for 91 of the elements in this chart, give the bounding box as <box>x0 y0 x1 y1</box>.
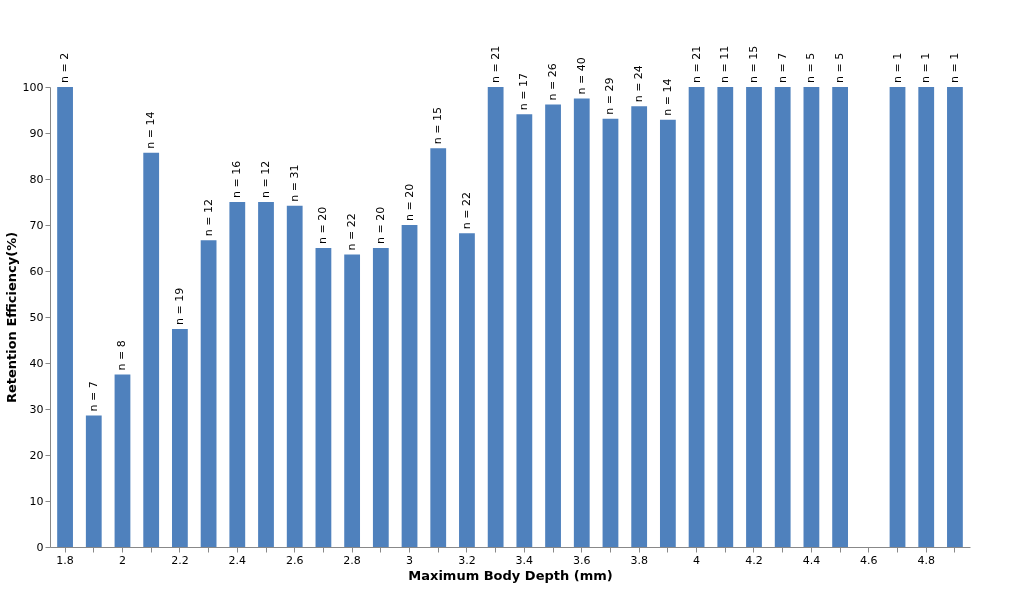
bar <box>344 254 361 547</box>
bar <box>286 205 303 547</box>
bar <box>57 87 73 547</box>
annotation: n = 1 <box>947 52 961 83</box>
bar <box>774 87 791 547</box>
bar <box>172 328 188 547</box>
bar <box>143 152 160 547</box>
annotation: n = 22 <box>345 213 359 251</box>
annotation: n = 29 <box>603 77 617 115</box>
bar <box>545 104 561 547</box>
annotation: n = 20 <box>373 206 387 244</box>
annotation: n = 26 <box>546 63 560 101</box>
annotation: n = 12 <box>259 160 273 198</box>
y-tick-label: 60 <box>29 264 44 278</box>
annotation: n = 21 <box>488 45 502 83</box>
bar <box>459 233 475 547</box>
annotation: n = 1 <box>919 52 933 83</box>
x-tick-label: 4.8 <box>917 553 935 567</box>
annotation: n = 31 <box>287 164 301 202</box>
x-tick-label: 4 <box>693 553 701 567</box>
x-tick-label: 4.2 <box>745 553 763 567</box>
bar <box>631 106 648 547</box>
x-tick-label: 3.4 <box>515 553 534 567</box>
y-axis-title: Retention Efficiency(%) <box>3 231 19 404</box>
x-tick-label: 3 <box>406 553 414 567</box>
y-tick-label: 30 <box>29 402 44 416</box>
bar <box>487 87 504 547</box>
bar <box>200 240 217 547</box>
annotation: n = 5 <box>804 52 818 83</box>
y-tick-label: 40 <box>29 356 44 370</box>
bar <box>889 87 906 547</box>
annotation: n = 7 <box>775 52 789 83</box>
bar <box>430 148 447 547</box>
annotation: n = 2 <box>58 52 72 83</box>
bar <box>746 87 762 547</box>
bar <box>372 248 389 547</box>
annotation: n = 12 <box>201 198 215 237</box>
y-tick-label: 50 <box>29 310 44 324</box>
annotation: n = 24 <box>632 65 646 103</box>
annotation: n = 21 <box>689 45 703 83</box>
annotation: n = 20 <box>316 206 330 244</box>
bar <box>688 87 705 547</box>
bar <box>85 415 102 547</box>
annotation: n = 15 <box>431 106 445 145</box>
annotation: n = 16 <box>230 160 244 198</box>
x-tick-label: 1.8 <box>56 553 74 567</box>
bar <box>258 202 274 547</box>
annotation: n = 14 <box>144 111 158 149</box>
annotation: n = 19 <box>172 287 186 325</box>
bar <box>315 248 332 547</box>
bar <box>573 98 590 547</box>
x-tick-label: 3.2 <box>458 553 476 567</box>
annotation: n = 14 <box>660 78 674 116</box>
annotation: n = 22 <box>459 192 473 230</box>
y-tick-label: 100 <box>22 80 44 94</box>
bar <box>229 202 246 547</box>
annotation: n = 1 <box>890 52 904 83</box>
x-tick-label: 2.2 <box>171 553 189 567</box>
annotation: n = 7 <box>86 381 100 412</box>
annotation: n = 8 <box>115 340 129 371</box>
bar <box>832 87 848 547</box>
y-tick-label: 0 <box>36 540 44 554</box>
x-tick-label: 2.4 <box>228 553 247 567</box>
x-axis-title: Maximum Body Depth (mm) <box>408 567 613 583</box>
x-tick-label: 4.4 <box>802 553 821 567</box>
x-tick-label: 3.8 <box>630 553 648 567</box>
bar <box>114 374 131 547</box>
bar <box>401 225 418 547</box>
annotation: n = 15 <box>746 45 760 83</box>
annotation: n = 40 <box>574 57 588 95</box>
y-tick-label: 90 <box>29 126 44 140</box>
x-tick-label: 2 <box>118 553 126 567</box>
bar <box>803 87 820 547</box>
bar <box>918 87 935 547</box>
y-tick-label: 70 <box>29 218 44 232</box>
annotation: n = 20 <box>402 183 416 221</box>
x-tick-label: 2.8 <box>343 553 361 567</box>
bar <box>602 118 619 547</box>
bar <box>659 119 676 547</box>
bar <box>516 114 533 547</box>
bar <box>717 87 734 547</box>
bar <box>947 87 963 547</box>
y-tick-label: 20 <box>29 448 44 462</box>
x-tick-label: 3.6 <box>573 553 591 567</box>
x-tick-label: 2.6 <box>285 553 304 567</box>
annotation: n = 17 <box>517 72 531 111</box>
annotation: n = 5 <box>833 52 847 83</box>
annotation: n = 11 <box>718 45 732 83</box>
x-tick-label: 4.6 <box>860 553 878 567</box>
y-tick-label: 10 <box>29 494 44 508</box>
y-tick-label: 80 <box>29 172 44 186</box>
